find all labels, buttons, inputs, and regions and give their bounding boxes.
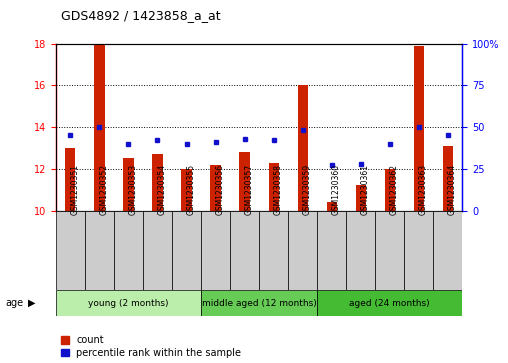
Text: GDS4892 / 1423858_a_at: GDS4892 / 1423858_a_at bbox=[61, 9, 220, 22]
Bar bbox=[210, 165, 220, 211]
Bar bbox=[201, 290, 317, 316]
Bar bbox=[298, 85, 308, 211]
Bar bbox=[385, 169, 395, 211]
Bar bbox=[114, 211, 143, 290]
Bar bbox=[94, 44, 105, 211]
Bar bbox=[85, 211, 114, 290]
Text: GSM1230353: GSM1230353 bbox=[129, 163, 138, 215]
Text: GSM1230364: GSM1230364 bbox=[448, 163, 457, 215]
Bar bbox=[414, 46, 424, 211]
Bar bbox=[123, 158, 134, 211]
Legend: count, percentile rank within the sample: count, percentile rank within the sample bbox=[61, 335, 241, 358]
Text: age: age bbox=[5, 298, 23, 308]
Bar bbox=[317, 211, 346, 290]
Bar bbox=[230, 211, 259, 290]
Text: GSM1230361: GSM1230361 bbox=[361, 164, 370, 215]
Bar bbox=[356, 185, 366, 211]
Bar bbox=[56, 211, 85, 290]
Bar bbox=[66, 148, 76, 211]
Text: GSM1230352: GSM1230352 bbox=[100, 164, 108, 215]
Bar bbox=[346, 211, 375, 290]
Text: aged (24 months): aged (24 months) bbox=[350, 299, 430, 307]
Bar bbox=[201, 211, 230, 290]
Bar bbox=[327, 202, 337, 211]
Bar bbox=[317, 290, 462, 316]
Text: GSM1230358: GSM1230358 bbox=[274, 164, 282, 215]
Text: GSM1230355: GSM1230355 bbox=[186, 163, 196, 215]
Bar bbox=[152, 154, 163, 211]
Text: GSM1230359: GSM1230359 bbox=[303, 163, 311, 215]
Text: GSM1230357: GSM1230357 bbox=[244, 163, 253, 215]
Text: middle aged (12 months): middle aged (12 months) bbox=[202, 299, 316, 307]
Text: GSM1230362: GSM1230362 bbox=[390, 164, 399, 215]
Bar bbox=[404, 211, 433, 290]
Text: GSM1230356: GSM1230356 bbox=[215, 163, 225, 215]
Bar bbox=[433, 211, 462, 290]
Bar bbox=[288, 211, 317, 290]
Text: GSM1230363: GSM1230363 bbox=[419, 163, 428, 215]
Bar bbox=[56, 290, 201, 316]
Bar bbox=[143, 211, 172, 290]
Text: ▶: ▶ bbox=[28, 298, 36, 308]
Bar bbox=[375, 211, 404, 290]
Text: young (2 months): young (2 months) bbox=[88, 299, 169, 307]
Text: GSM1230354: GSM1230354 bbox=[157, 163, 167, 215]
Bar bbox=[442, 146, 453, 211]
Bar bbox=[181, 169, 192, 211]
Text: GSM1230360: GSM1230360 bbox=[332, 163, 341, 215]
Text: GSM1230351: GSM1230351 bbox=[71, 164, 79, 215]
Bar bbox=[259, 211, 288, 290]
Bar bbox=[172, 211, 201, 290]
Bar bbox=[269, 163, 279, 211]
Bar bbox=[239, 152, 249, 211]
